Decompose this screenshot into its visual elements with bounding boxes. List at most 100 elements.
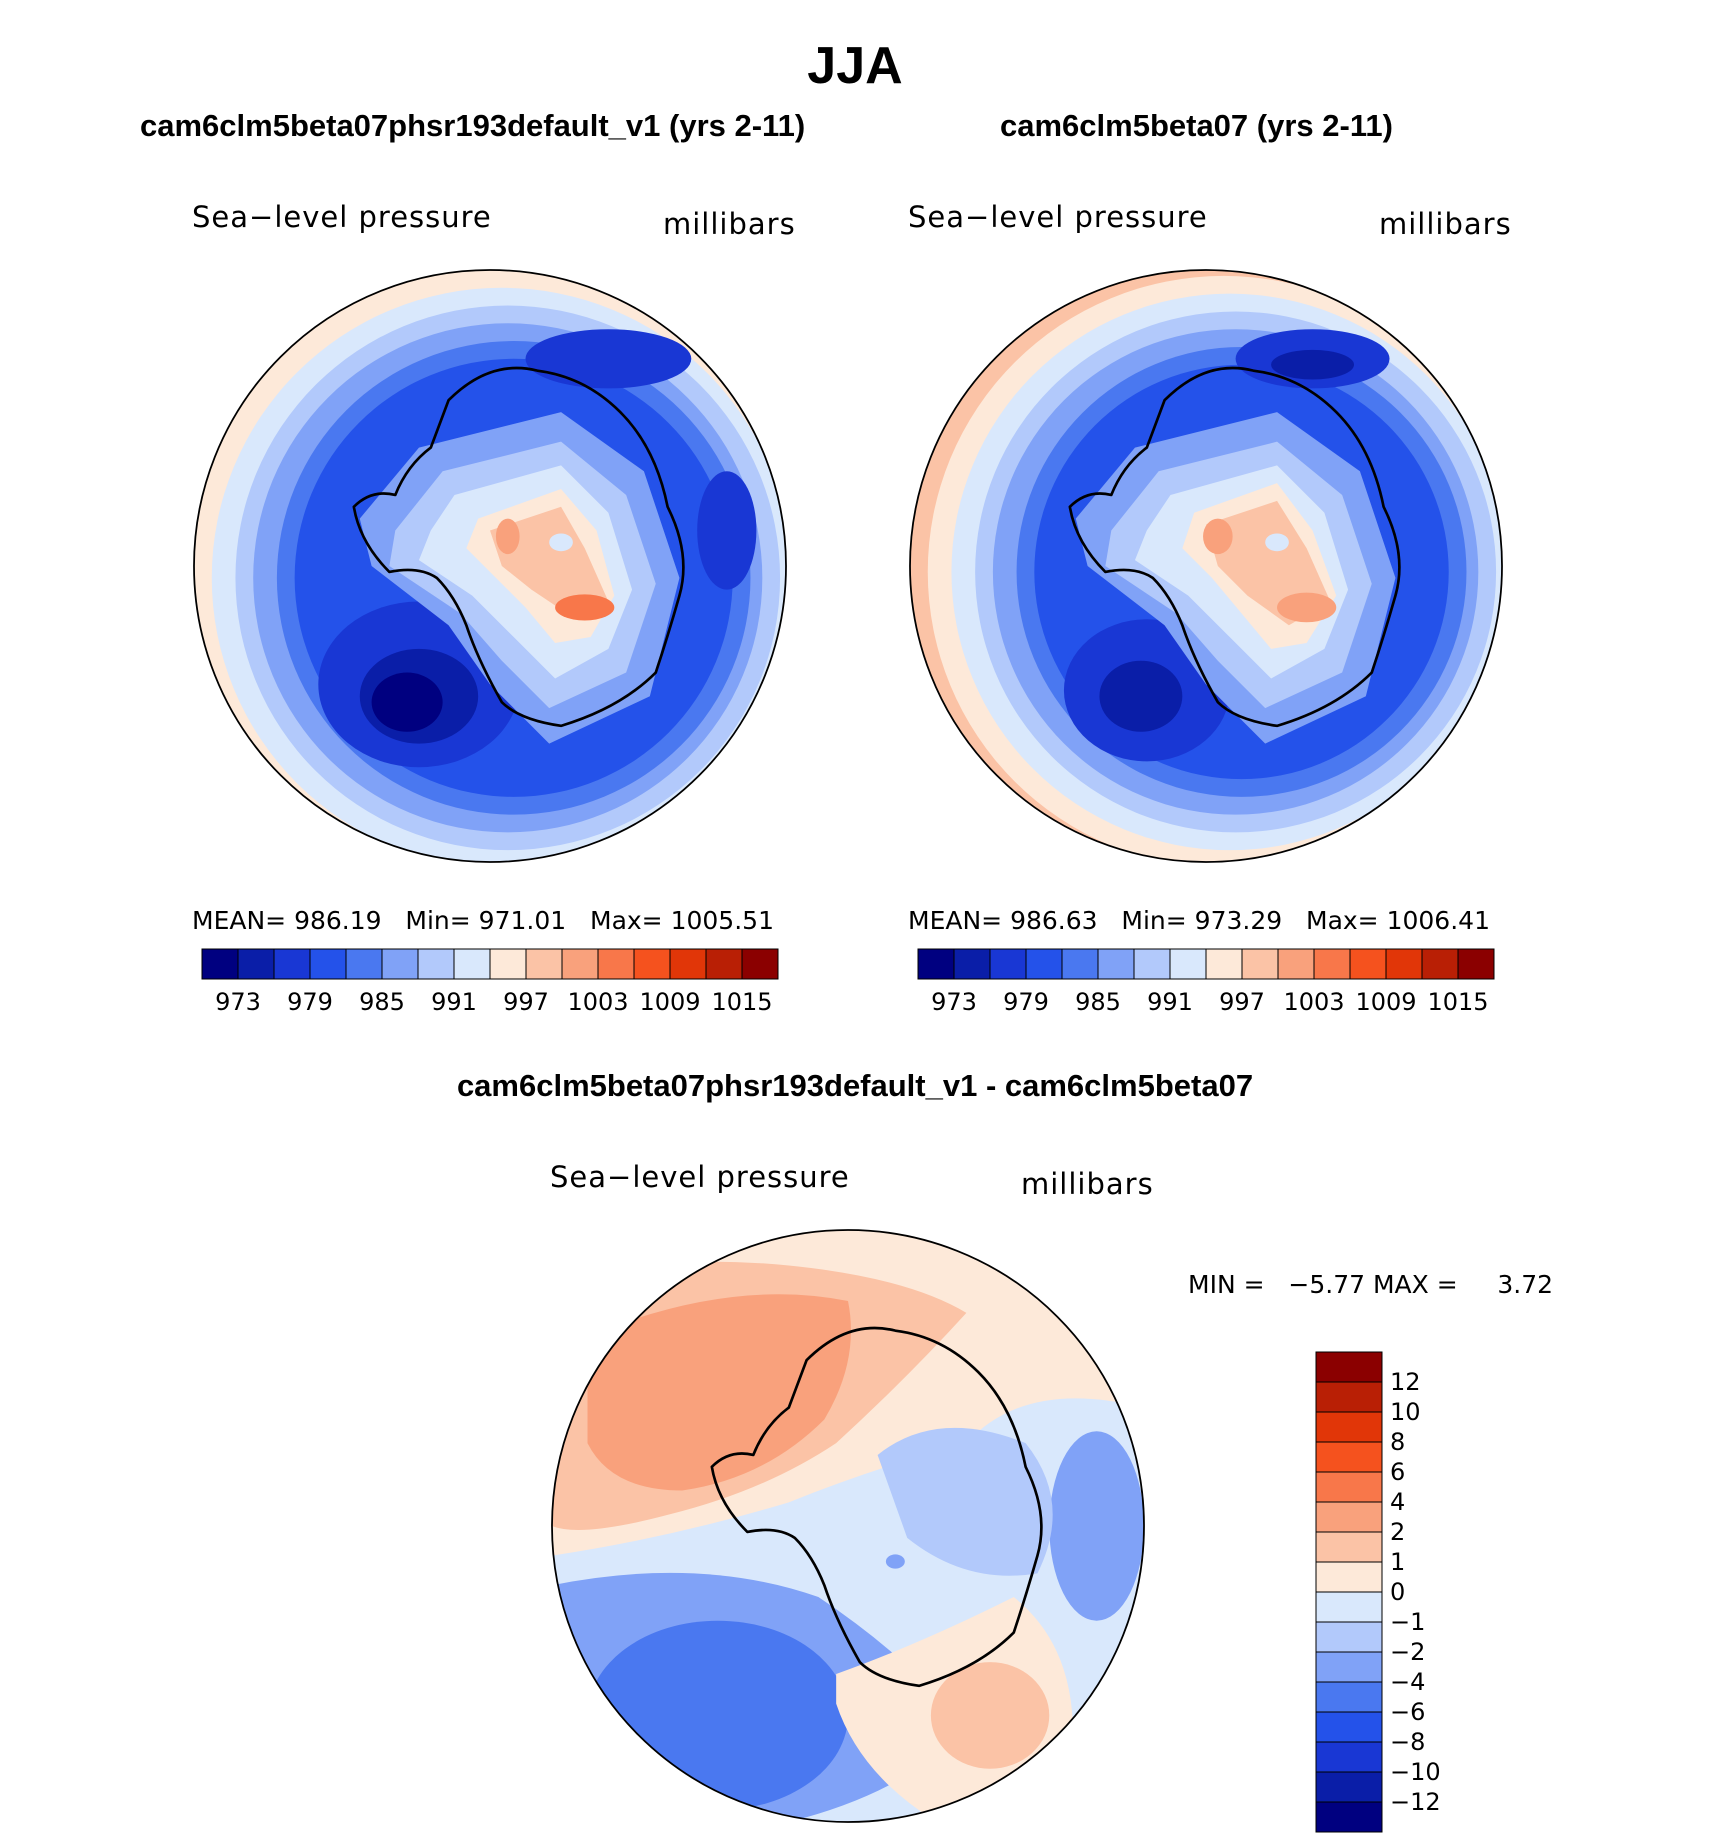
left-colorbar-bin xyxy=(633,948,671,980)
left-colorbar-bin xyxy=(345,948,383,980)
right-colorbar-bin xyxy=(1457,948,1495,980)
right-colorbar-bin xyxy=(1385,948,1423,980)
right-polar-map xyxy=(909,269,1503,863)
left-stats-row: MEAN= 986.19 Min= 971.01 Max= 1005.51 xyxy=(192,906,774,935)
right-colorbar-bin xyxy=(989,948,1027,980)
diff-panel-title: cam6clm5beta07phsr193default_v1 - cam6cl… xyxy=(456,1068,1254,1103)
diff-min-value: −5.77 xyxy=(1288,1270,1366,1299)
left-colorbar-bin xyxy=(417,948,455,980)
right-colorbar-bin xyxy=(1205,948,1243,980)
right-variable-label: Sea−level pressure xyxy=(908,200,1208,234)
left-max-value: 1005.51 xyxy=(670,906,774,935)
right-units-label: millibars xyxy=(1379,207,1512,241)
diff-colorbar xyxy=(1315,1351,1383,1833)
diff-colorbar-tick-label: 2 xyxy=(1390,1518,1406,1546)
right-colorbar-bin xyxy=(917,948,955,980)
diff-colorbar-tick-label: −2 xyxy=(1390,1638,1426,1666)
left-colorbar-ticks: 973 979 985 991 997 1003 1009 1015 xyxy=(202,988,778,1018)
left-colorbar-bin xyxy=(705,948,743,980)
left-colorbar-tick-label: 997 xyxy=(503,988,549,1016)
left-panel-title: cam6clm5beta07phsr193default_v1 (yrs 2-1… xyxy=(140,108,806,143)
left-colorbar-bin xyxy=(741,948,779,980)
diff-colorbar-bin xyxy=(1315,1801,1383,1833)
right-colorbar-bin xyxy=(1025,948,1063,980)
diff-max-value: 3.72 xyxy=(1497,1270,1554,1299)
right-stats-row: MEAN= 986.63 Min= 973.29 Max= 1006.41 xyxy=(908,906,1490,935)
diff-colorbar-bin xyxy=(1315,1531,1383,1563)
left-colorbar-tick-label: 1009 xyxy=(639,988,701,1016)
left-colorbar-tick-label: 985 xyxy=(359,988,405,1016)
diff-colorbar-tick-label: −10 xyxy=(1390,1758,1441,1786)
right-max-value: 1006.41 xyxy=(1386,906,1490,935)
left-mean-value: 986.19 xyxy=(294,906,382,935)
left-colorbar xyxy=(201,948,779,980)
diff-colorbar-bin xyxy=(1315,1621,1383,1653)
right-min-value: 973.29 xyxy=(1194,906,1283,935)
diff-colorbar-bin xyxy=(1315,1591,1383,1623)
left-colorbar-bin xyxy=(201,948,239,980)
left-colorbar-tick-label: 1003 xyxy=(567,988,629,1016)
diff-colorbar-tick-label: 8 xyxy=(1390,1428,1406,1456)
left-colorbar-bin xyxy=(309,948,347,980)
left-colorbar-bin xyxy=(273,948,311,980)
left-colorbar-tick-label: 973 xyxy=(215,988,261,1016)
right-colorbar-bin xyxy=(1169,948,1207,980)
right-min-label: Min= xyxy=(1121,906,1187,935)
left-colorbar-bin xyxy=(525,948,563,980)
left-min-value: 971.01 xyxy=(478,906,567,935)
right-mean-value: 986.63 xyxy=(1010,906,1098,935)
right-colorbar-bin xyxy=(1421,948,1459,980)
right-colorbar-tick-label: 1015 xyxy=(1427,988,1489,1016)
left-colorbar-bin xyxy=(381,948,419,980)
left-colorbar-bin xyxy=(597,948,635,980)
figure-title: JJA xyxy=(807,37,903,95)
diff-colorbar-bin xyxy=(1315,1471,1383,1503)
left-units-label: millibars xyxy=(663,207,796,241)
diff-colorbar-tick-label: 0 xyxy=(1390,1578,1406,1606)
right-colorbar-bin xyxy=(1097,948,1135,980)
diff-colorbar-tick-label: −8 xyxy=(1390,1728,1426,1756)
diff-colorbar-bin xyxy=(1315,1651,1383,1683)
diff-variable-label: Sea−level pressure xyxy=(550,1160,850,1194)
diff-colorbar-bin xyxy=(1315,1711,1383,1743)
right-colorbar-bin xyxy=(953,948,991,980)
right-colorbar-bin xyxy=(1061,948,1099,980)
diff-colorbar-tick-label: −12 xyxy=(1390,1788,1441,1816)
right-colorbar xyxy=(917,948,1495,980)
diff-colorbar-ticks: 12 10 8 6 4 2 1 0 −1 −2 −4 −6 −8 −10 −12 xyxy=(1390,1352,1470,1832)
diff-colorbar-tick-label: 6 xyxy=(1390,1458,1406,1486)
left-colorbar-bin xyxy=(561,948,599,980)
left-max-label: Max= xyxy=(590,906,663,935)
right-colorbar-bin xyxy=(1313,948,1351,980)
diff-colorbar-bin xyxy=(1315,1501,1383,1533)
left-colorbar-tick-label: 1015 xyxy=(711,988,773,1016)
diff-units-label: millibars xyxy=(1021,1167,1154,1201)
right-colorbar-tick-label: 979 xyxy=(1003,988,1049,1016)
left-colorbar-bin xyxy=(453,948,491,980)
diff-colorbar-tick-label: 12 xyxy=(1390,1368,1421,1396)
right-colorbar-bin xyxy=(1133,948,1171,980)
diff-colorbar-bin xyxy=(1315,1741,1383,1773)
diff-colorbar-tick-label: 10 xyxy=(1390,1398,1421,1426)
diff-min-label: MIN = xyxy=(1188,1270,1265,1299)
left-min-label: Min= xyxy=(405,906,471,935)
diff-colorbar-bin xyxy=(1315,1351,1383,1383)
right-panel-title: cam6clm5beta07 (yrs 2-11) xyxy=(1000,108,1393,143)
diff-minmax-row: MIN = −5.77 MAX = 3.72 xyxy=(1188,1270,1553,1299)
diff-colorbar-bin xyxy=(1315,1771,1383,1803)
diff-max-label: MAX = xyxy=(1372,1270,1458,1299)
left-polar-map xyxy=(193,269,787,863)
diff-colorbar-tick-label: 1 xyxy=(1390,1548,1406,1576)
right-colorbar-tick-label: 973 xyxy=(931,988,977,1016)
right-colorbar-tick-label: 1003 xyxy=(1283,988,1345,1016)
left-colorbar-tick-label: 979 xyxy=(287,988,333,1016)
left-colorbar-bin xyxy=(489,948,527,980)
diff-colorbar-tick-label: 4 xyxy=(1390,1488,1406,1516)
right-colorbar-tick-label: 997 xyxy=(1219,988,1265,1016)
left-colorbar-tick-label: 991 xyxy=(431,988,477,1016)
diff-colorbar-bin xyxy=(1315,1381,1383,1413)
diff-colorbar-tick-label: −6 xyxy=(1390,1698,1426,1726)
right-colorbar-bin xyxy=(1241,948,1279,980)
right-colorbar-bin xyxy=(1349,948,1387,980)
diff-colorbar-bin xyxy=(1315,1561,1383,1593)
